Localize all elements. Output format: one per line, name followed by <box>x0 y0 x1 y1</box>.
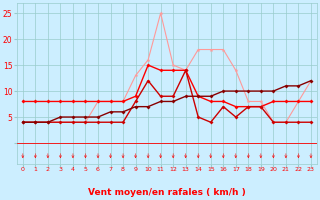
X-axis label: Vent moyen/en rafales ( km/h ): Vent moyen/en rafales ( km/h ) <box>88 188 246 197</box>
